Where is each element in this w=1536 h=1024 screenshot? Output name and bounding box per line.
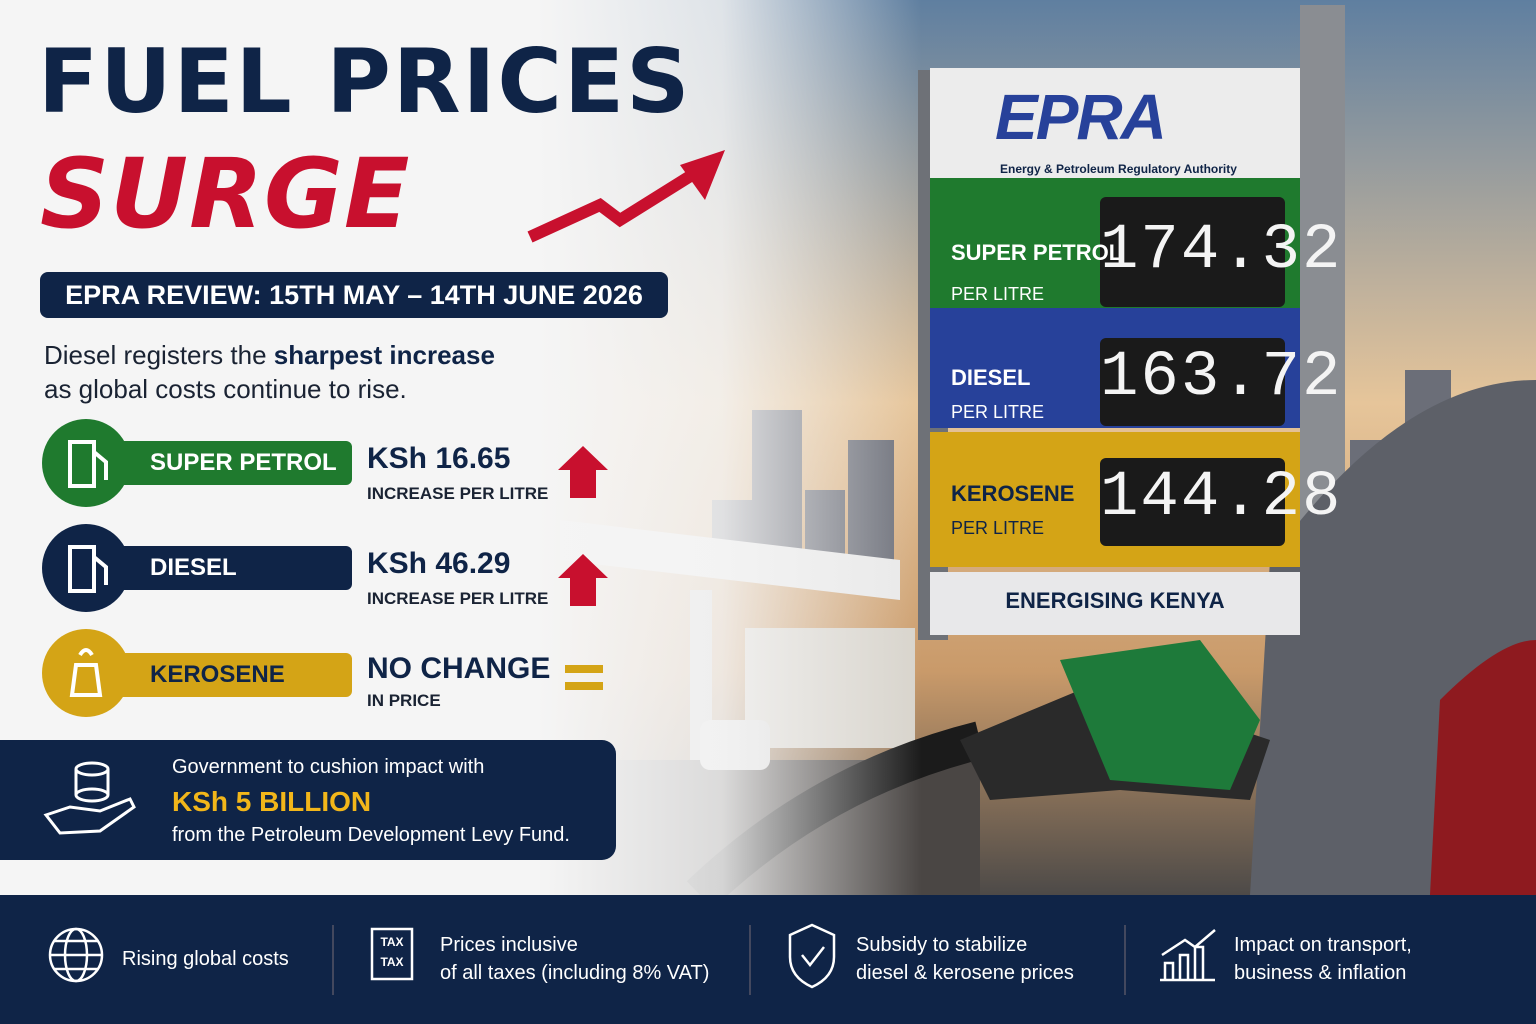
subtitle-emphasis: sharpest increase [273,340,495,370]
change-amount: NO CHANGE [367,652,551,685]
sign-slogan: ENERGISING KENYA [1005,588,1225,613]
sign-unit: PER LITRE [951,284,1045,304]
sign-fuel: DIESEL [951,365,1031,390]
sign-authority: Energy & Petroleum Regulatory Authority [1000,162,1237,176]
sign-price: 174.32 [1100,215,1343,287]
footer-item: Impact on transport, business & inflation [1234,931,1412,987]
subtitle-text: as global costs continue to rise. [44,374,407,404]
sign-logo: EPRA [995,81,1167,153]
title-line2: SURGE [40,138,411,250]
support-amount: KSh 5 BILLION [172,786,372,817]
fuel-label: DIESEL [120,546,352,590]
footer-text: of all taxes (including 8% VAT) [440,962,710,984]
footer-text: Prices inclusive [440,934,578,956]
change-amount: KSh 46.29 [367,547,511,580]
sign-unit: PER LITRE [951,402,1045,422]
surge-arrowhead [680,150,725,200]
review-period: EPRA REVIEW: 15TH MAY – 14TH JUNE 2026 [40,272,668,318]
footer-text: Impact on transport, [1234,934,1412,956]
support-text: from the Petroleum Development Levy Fund… [172,824,570,846]
sign-unit: PER LITRE [951,518,1045,538]
tax-icon-label: TAX [380,955,404,969]
sign-price: 144.28 [1100,462,1343,534]
tax-icon-label: TAX [380,935,404,949]
footer-text: business & inflation [1234,962,1407,984]
sign-fuel: SUPER PETROL [951,240,1123,265]
support-text: Government to cushion impact with [172,756,485,778]
support-box: Government to cushion impact with KSh 5 … [0,740,616,860]
footer-text: Subsidy to stabilize [856,934,1028,956]
surge-arrow [527,164,704,243]
change-note: IN PRICE [367,691,441,710]
fuel-label: SUPER PETROL [120,441,352,485]
change-note: INCREASE PER LITRE [367,589,549,608]
subtitle: Diesel registers the sharpest increase a… [44,338,495,406]
subtitle-text: Diesel registers the [44,340,267,370]
footer-item: Prices inclusive of all taxes (including … [440,931,709,987]
fuel-label: KEROSENE [120,653,352,697]
sign-fuel: KEROSENE [951,481,1075,506]
change-icons [42,419,608,717]
change-amount: KSh 16.65 [367,442,511,475]
footer: TAX TAX Rising global costs Prices inclus… [0,895,1536,1024]
sign-panel [918,68,1300,640]
footer-text: Rising global costs [122,948,289,970]
support-icon [43,761,136,835]
footer-item: Subsidy to stabilize diesel & kerosene pr… [856,931,1074,987]
title-line1: FUEL PRICES [38,30,692,133]
change-note: INCREASE PER LITRE [367,484,549,503]
footer-item: Rising global costs [122,945,289,973]
footer-text: diesel & kerosene prices [856,962,1074,984]
footer-icons [48,923,1216,995]
sign-price: 163.72 [1100,342,1343,414]
